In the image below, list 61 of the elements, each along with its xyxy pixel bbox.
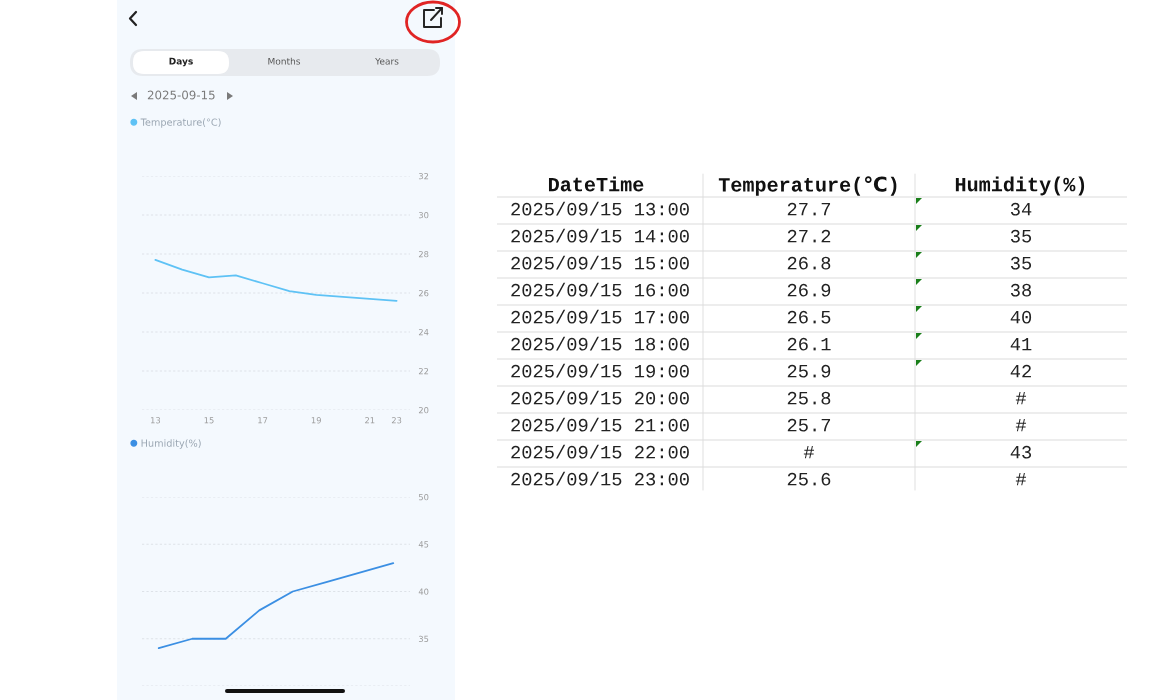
text: 34 [1010,202,1032,216]
x-tick-label: 17 [258,417,268,424]
category-label: Humidity(%) [955,176,1085,196]
category-label: 2025/09/15 15:00 [511,255,689,270]
category-label: 2025/09/15 21:00 [511,417,689,432]
text: 43 [1010,445,1032,459]
legend-label: Temperature(°C) [140,118,221,128]
category-label: 2025/09/15 20:00 [511,390,689,405]
category-label: 2025/09/15 23:00 [511,471,689,486]
y-tick-label: 22 [418,367,429,375]
text: 26.9 [787,283,831,297]
text: 27.7 [787,202,831,216]
y-tick-label: 26 [418,289,429,297]
category-label: 2025/09/15 16:00 [511,282,689,297]
category-label: 2025/09/15 22:00 [511,444,689,459]
category-label: Temperature(℃) [718,176,897,196]
text: 35 [1010,256,1032,270]
line-series [157,562,395,650]
text: 26.1 [787,337,831,351]
text: 41 [1010,338,1032,351]
text: Months [268,57,301,65]
y-tick-label: 24 [418,328,429,336]
text: 40 [1010,310,1032,324]
text: 26.8 [787,256,831,270]
line-series [154,258,398,302]
text: 26.5 [787,310,831,324]
x-tick-label: 23 [391,417,402,424]
text: # [803,446,815,459]
text: Days [169,57,193,67]
category-label: 2025/09/15 14:00 [511,228,689,243]
category-label: 2025/09/15 13:00 [511,201,689,216]
y-tick-label: 35 [418,635,429,643]
text: 25.7 [787,418,831,432]
x-tick-label: 13 [151,417,161,424]
y-tick-label: 32 [418,172,429,180]
text: Years [375,57,399,65]
text: 35 [1010,229,1032,243]
text: DateTime [548,176,644,192]
text: 38 [1010,283,1032,297]
category-label: 2025/09/15 18:00 [511,336,689,351]
y-tick-label: 45 [418,541,429,548]
text: # [1015,392,1027,405]
text: # [1015,473,1027,486]
text: 2025-09-15 [147,90,215,100]
x-tick-label: 15 [204,417,214,424]
y-tick-label: 40 [418,588,429,595]
text: 25.9 [787,364,831,378]
y-tick-label: 28 [418,250,429,258]
text: 25.8 [787,391,831,405]
y-tick-label: 30 [418,211,429,219]
x-tick-label: 21 [365,417,375,424]
category-label: 2025/09/15 19:00 [511,363,689,378]
text: 27.2 [787,229,831,243]
category-label: 2025/09/15 17:00 [511,309,689,324]
text: # [1015,419,1027,432]
text: 25.6 [787,472,831,486]
y-tick-label: 50 [418,493,429,501]
x-tick-label: 19 [311,417,321,424]
legend-label: Humidity(%) [141,439,201,449]
text: 42 [1010,364,1031,378]
y-tick-label: 20 [418,406,429,414]
